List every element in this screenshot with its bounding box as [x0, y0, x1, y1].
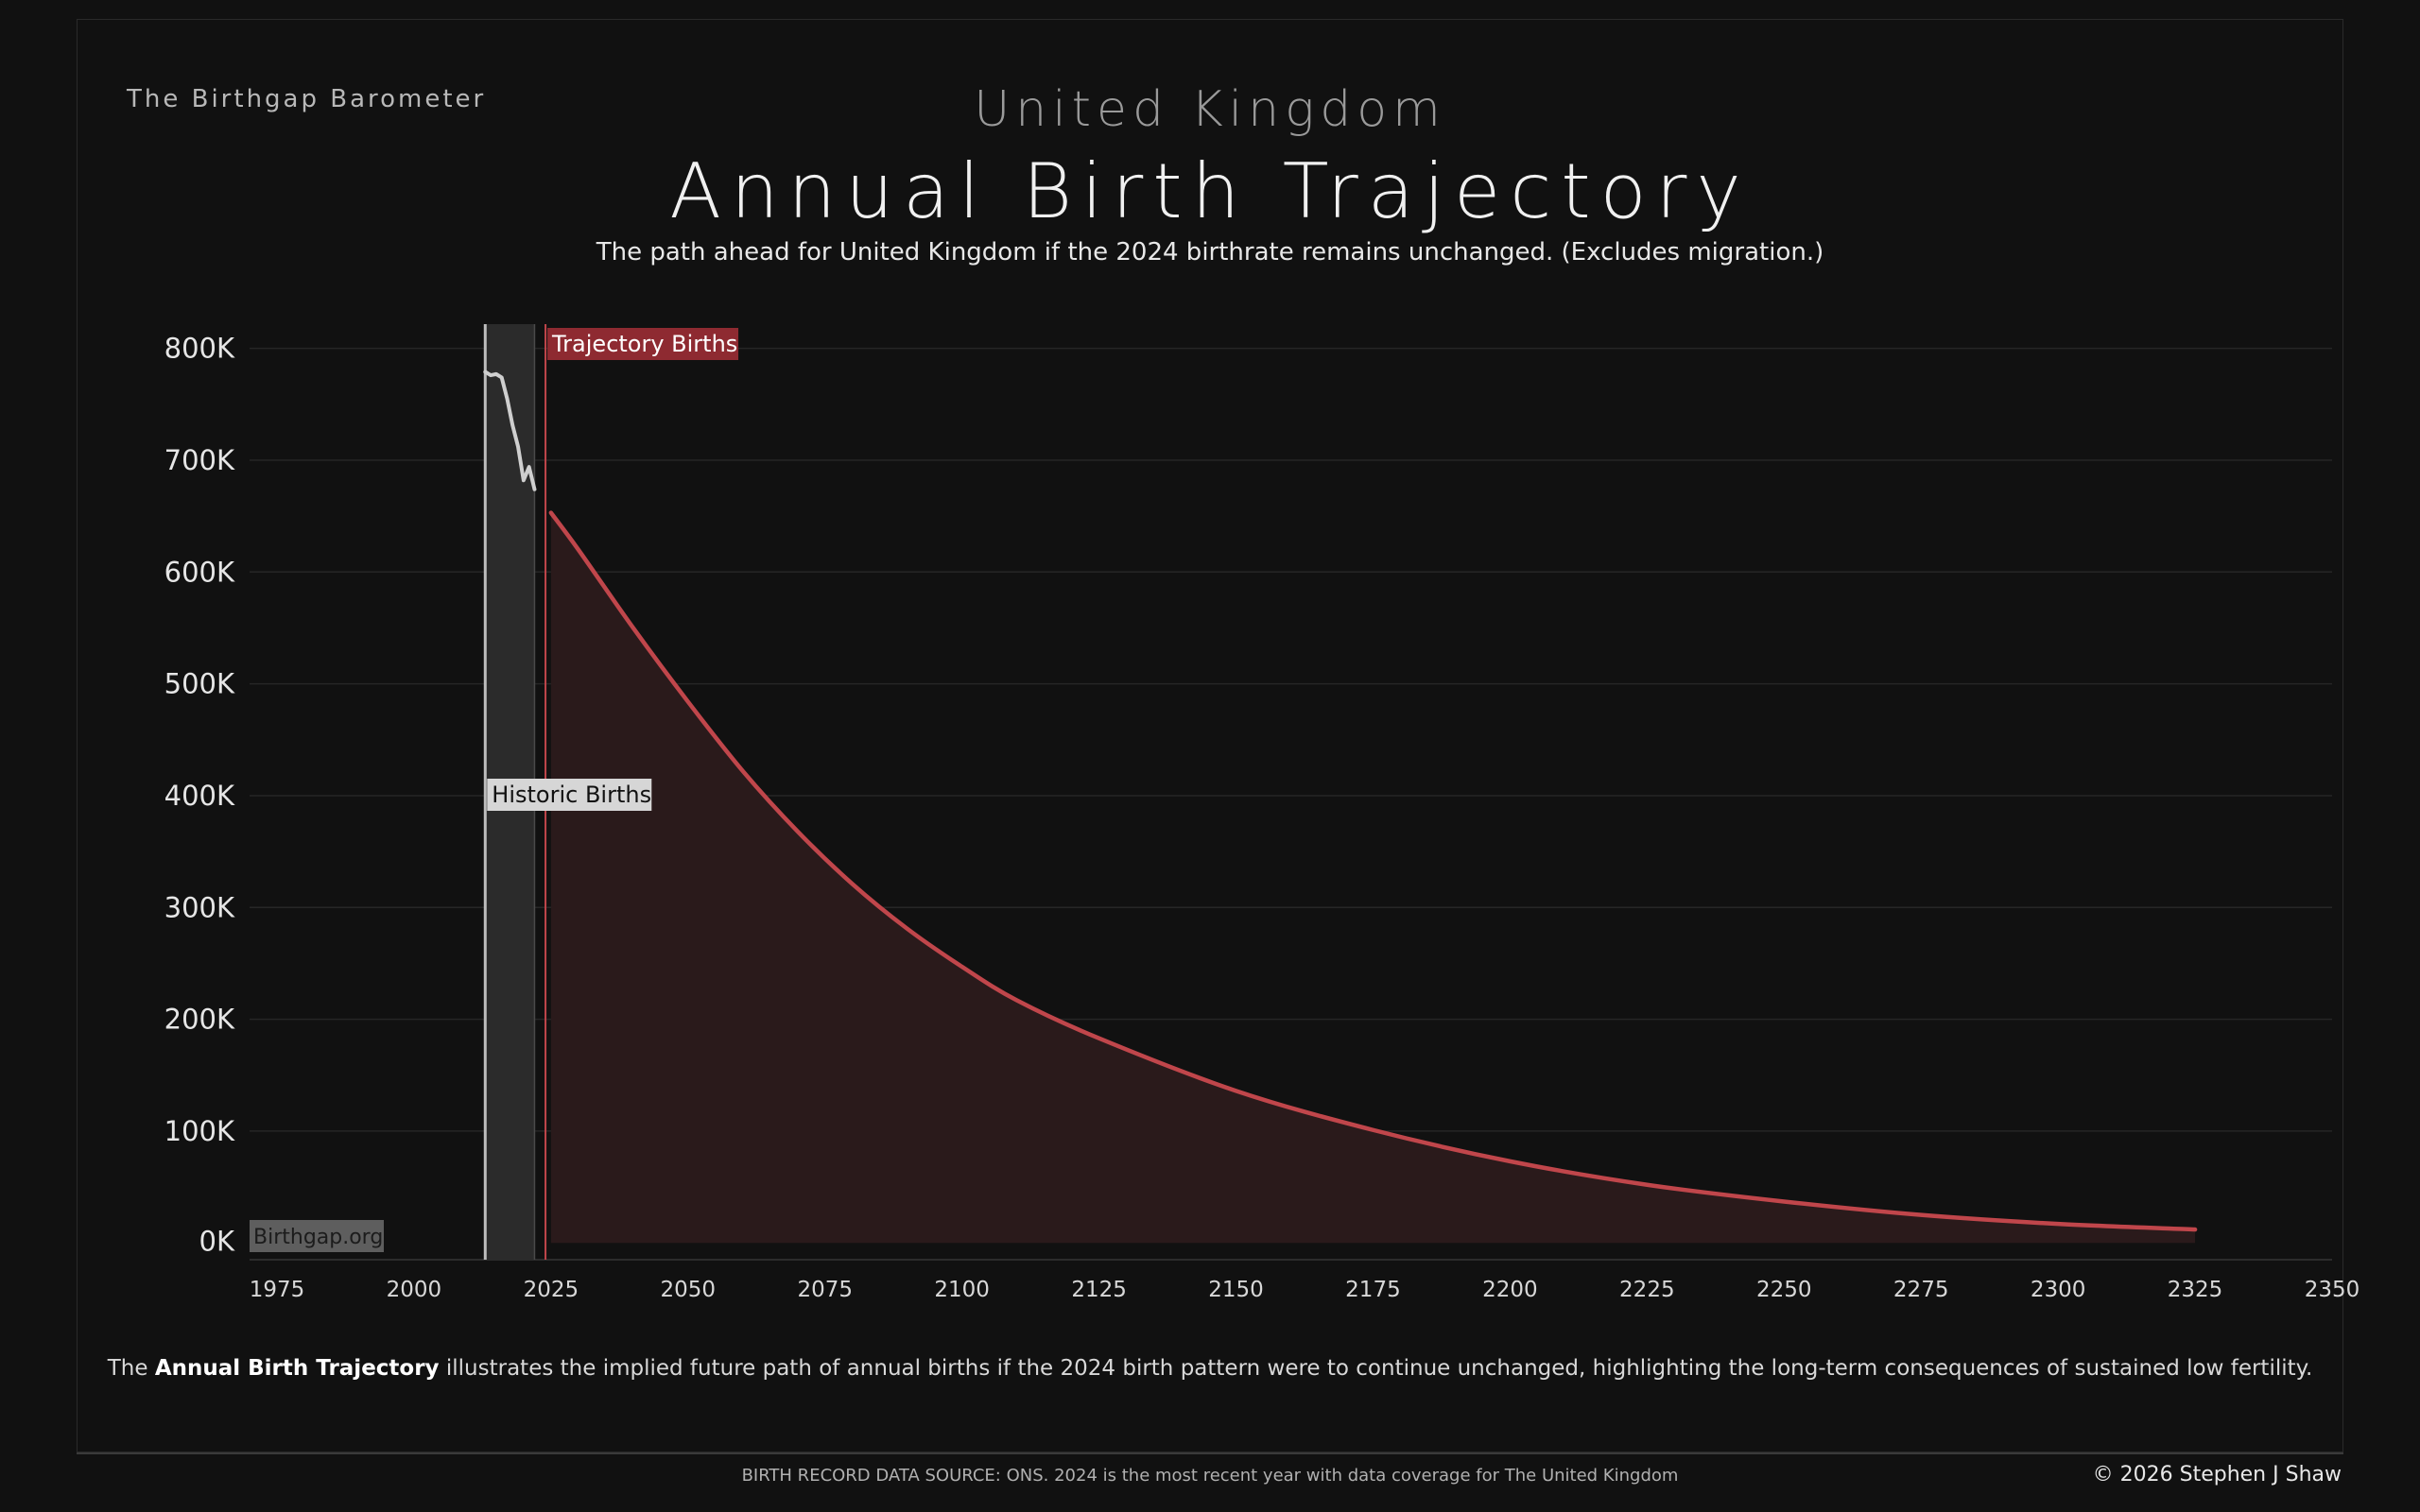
brand-label: The Birthgap Barometer	[127, 85, 487, 113]
x-tick-label: 2275	[1893, 1278, 1949, 1302]
copyright-notice: © 2026 Stephen J Shaw	[2092, 1463, 2342, 1486]
x-tick-label: 2350	[2305, 1278, 2360, 1302]
chart-subtitle: The path ahead for United Kingdom if the…	[596, 238, 1824, 266]
y-tick-label: 400K	[164, 780, 235, 812]
dashboard-frame	[77, 19, 2343, 1452]
chart-title: Annual Birth Trajectory	[669, 147, 1751, 235]
y-tick-label: 600K	[164, 556, 235, 588]
x-tick-label: 2050	[661, 1278, 717, 1302]
chart-caption: The Annual Birth Trajectory illustrates …	[0, 1356, 2420, 1381]
y-tick-label: 800K	[164, 333, 235, 365]
historic-series-label-bg	[487, 779, 652, 811]
trajectory-area	[550, 512, 2196, 1244]
trajectory-series-label-text: Trajectory Births	[551, 331, 737, 357]
caption-prefix: The	[107, 1356, 155, 1381]
historic-series-label: Historic Births	[487, 779, 652, 811]
y-tick-label: 500K	[164, 668, 235, 700]
x-tick-label: 2000	[387, 1278, 442, 1302]
x-tick-label: 2300	[2031, 1278, 2086, 1302]
x-tick-label: 2125	[1071, 1278, 1127, 1302]
birthgap-watermark: Birthgap.org	[250, 1220, 384, 1252]
x-tick-label: 2225	[1619, 1278, 1675, 1302]
y-tick-label: 700K	[164, 444, 235, 476]
caption-bold: Annual Birth Trajectory	[154, 1356, 440, 1381]
watermark-text: Birthgap.org	[253, 1226, 383, 1249]
x-tick-label: 2175	[1345, 1278, 1401, 1302]
trajectory-births-line	[548, 510, 2198, 1232]
x-tick-label: 2250	[1756, 1278, 1812, 1302]
x-tick-label: 2075	[797, 1278, 853, 1302]
y-tick-label: 200K	[164, 1004, 235, 1036]
caption-suffix: illustrates the implied future path of a…	[439, 1356, 2313, 1381]
data-source-note: BIRTH RECORD DATA SOURCE: ONS. 2024 is t…	[741, 1466, 1679, 1486]
y-tick-label: 100K	[164, 1115, 235, 1147]
country-title: United Kingdom	[974, 81, 1446, 138]
x-tick-label: 2200	[1482, 1278, 1538, 1302]
trajectory-series-label: Trajectory Births	[547, 328, 739, 360]
x-tick-label: 2325	[2168, 1278, 2223, 1302]
trajectory-series-label-bg	[547, 328, 739, 360]
historic-series-label-text: Historic Births	[492, 782, 651, 808]
historic-births-line	[483, 369, 537, 491]
x-tick-label: 2100	[934, 1278, 990, 1302]
footer-divider	[77, 1452, 2343, 1454]
x-tick-label: 1975	[250, 1278, 305, 1302]
watermark-bg	[250, 1220, 384, 1252]
y-tick-label: 300K	[164, 891, 235, 923]
x-tick-label: 2150	[1208, 1278, 1264, 1302]
x-tick-label: 2025	[524, 1278, 579, 1302]
y-tick-label: 0K	[199, 1225, 235, 1257]
